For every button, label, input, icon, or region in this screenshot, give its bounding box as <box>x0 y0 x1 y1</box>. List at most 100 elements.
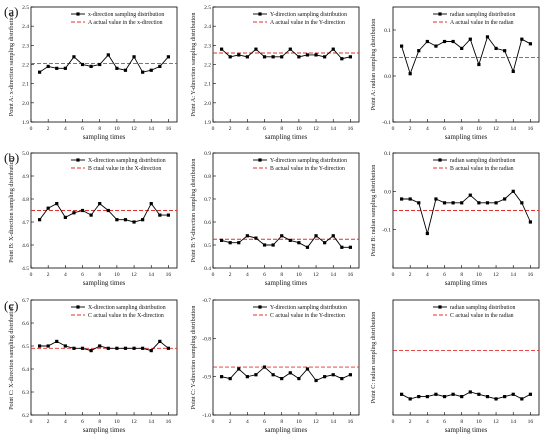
x-tick-label: 14 <box>330 419 336 425</box>
data-point <box>451 392 455 396</box>
data-point <box>72 211 76 215</box>
data-point <box>468 390 472 394</box>
data-point <box>468 37 472 41</box>
x-tick-label: 2 <box>229 272 232 278</box>
data-point <box>425 39 429 44</box>
data-point <box>106 53 110 57</box>
data-point <box>442 39 447 44</box>
x-axis-label: sampling times <box>445 426 488 434</box>
data-point <box>37 70 42 74</box>
x-tick-label: 0 <box>392 126 395 132</box>
y-tick-label: 0.0 <box>384 74 391 80</box>
x-tick-label: 0 <box>392 419 395 425</box>
data-point <box>280 376 284 381</box>
series-line <box>221 48 351 60</box>
data-point <box>115 218 119 222</box>
legend-reference-label: B ctual value in the X-direction <box>88 166 161 172</box>
y-tick-label: 0.1 <box>384 151 391 157</box>
x-axis-label: sampling times <box>83 279 126 287</box>
data-point <box>219 375 224 379</box>
data-point <box>348 373 353 377</box>
data-point <box>425 231 429 236</box>
data-point <box>237 241 241 245</box>
x-tick-label: 16 <box>166 419 172 425</box>
data-point <box>262 243 267 247</box>
data-point <box>98 62 102 67</box>
data-point <box>340 376 344 381</box>
data-point <box>520 397 524 401</box>
data-point <box>331 234 335 238</box>
data-point <box>485 35 490 39</box>
data-point <box>511 69 515 73</box>
x-tick-label: 2 <box>47 126 50 132</box>
data-point <box>340 245 344 249</box>
y-tick-label: 0.8 <box>204 174 211 180</box>
y-axis-label: Point A: radian sampling distribution <box>370 19 377 111</box>
data-point <box>141 346 145 350</box>
legend-series-marker <box>438 158 442 162</box>
data-point <box>63 344 67 348</box>
data-point <box>494 201 498 205</box>
data-point <box>348 55 353 59</box>
data-point <box>477 62 481 67</box>
data-point <box>314 53 318 57</box>
x-tick-label: 14 <box>510 126 516 132</box>
y-tick-label: 2.4 <box>22 24 29 30</box>
data-point <box>305 53 310 57</box>
x-tick-label: 10 <box>114 419 120 425</box>
legend-series-marker <box>76 12 80 16</box>
x-tick-label: 2 <box>47 272 50 278</box>
data-point <box>271 243 275 247</box>
data-point <box>314 234 318 238</box>
x-tick-label: 10 <box>476 272 482 278</box>
data-point <box>262 365 267 369</box>
data-point <box>442 201 447 205</box>
data-point <box>106 208 110 213</box>
y-tick-label: 0.9 <box>204 151 211 157</box>
y-tick-label: -1.0 <box>202 413 211 419</box>
y-tick-label: 2.3 <box>204 43 211 49</box>
y-tick-label: -0.9 <box>202 375 211 381</box>
data-point <box>503 197 507 201</box>
x-tick-label: 8 <box>98 419 101 425</box>
x-tick-label: 12 <box>493 419 499 425</box>
x-tick-label: 4 <box>246 419 249 425</box>
legend-series-label: radian sampling distribution <box>450 305 515 311</box>
x-tick-label: 2 <box>409 419 412 425</box>
y-tick-label: 6.2 <box>22 413 29 419</box>
y-tick-label: 6.7 <box>22 298 29 304</box>
data-point <box>340 57 344 61</box>
data-point <box>520 37 524 41</box>
y-tick-label: 6.5 <box>22 344 29 350</box>
x-tick-label: 8 <box>460 419 463 425</box>
data-point <box>503 395 507 399</box>
plot-frame <box>30 6 178 123</box>
legend-reference-label: A actual value in the Y-direction <box>270 20 345 26</box>
data-point <box>271 55 275 59</box>
y-tick-label: 4.8 <box>22 197 29 203</box>
data-point <box>494 46 498 50</box>
data-point <box>228 55 232 59</box>
x-tick-label: 4 <box>64 126 67 132</box>
x-tick-label: 2 <box>409 272 412 278</box>
legend-series-marker <box>258 12 262 16</box>
data-point <box>477 392 481 396</box>
x-tick-label: 16 <box>166 272 172 278</box>
data-point <box>228 241 232 245</box>
data-point <box>158 339 162 343</box>
y-tick-label: 2.5 <box>204 5 211 11</box>
data-point <box>46 206 50 210</box>
x-tick-label: 12 <box>131 126 137 132</box>
data-point <box>123 218 128 222</box>
series-line <box>401 391 531 400</box>
data-point <box>288 47 292 51</box>
legend-series-label: Y-direction sampling distribution <box>270 12 347 18</box>
data-point <box>166 346 171 350</box>
y-tick-label: 4.5 <box>22 266 29 272</box>
data-point <box>399 197 404 201</box>
chart-panel-4: 0 2 4 6 8 10 12 14 16 4.5 4.6 4.7 4.8 4.9 5.0 sampling … <box>8 151 178 287</box>
data-point <box>297 55 301 59</box>
data-point <box>434 392 438 396</box>
x-tick-label: 10 <box>296 419 302 425</box>
